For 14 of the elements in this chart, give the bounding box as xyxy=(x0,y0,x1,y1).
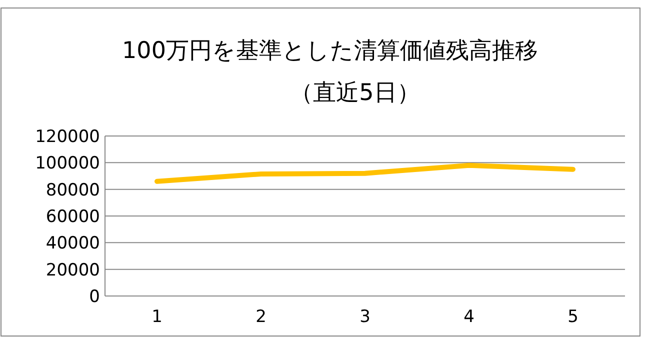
y-tick-label: 40000 xyxy=(46,234,100,254)
y-tick-label: 60000 xyxy=(46,207,100,227)
y-tick-label: 20000 xyxy=(46,260,100,280)
x-tick-label: 2 xyxy=(256,307,266,327)
y-tick-label: 100000 xyxy=(35,154,100,174)
y-tick-label: 0 xyxy=(89,287,100,307)
y-tick-label: 120000 xyxy=(35,127,100,147)
chart-subtitle: （直近5日） xyxy=(290,80,420,106)
x-tick-label: 4 xyxy=(464,307,474,327)
chart-title: 100万円を基準とした清算価値残高推移 xyxy=(122,38,538,64)
x-tick-label: 1 xyxy=(152,307,162,327)
x-tick-label: 3 xyxy=(360,307,370,327)
y-tick-label: 80000 xyxy=(46,180,100,200)
x-tick-label: 5 xyxy=(568,307,578,327)
